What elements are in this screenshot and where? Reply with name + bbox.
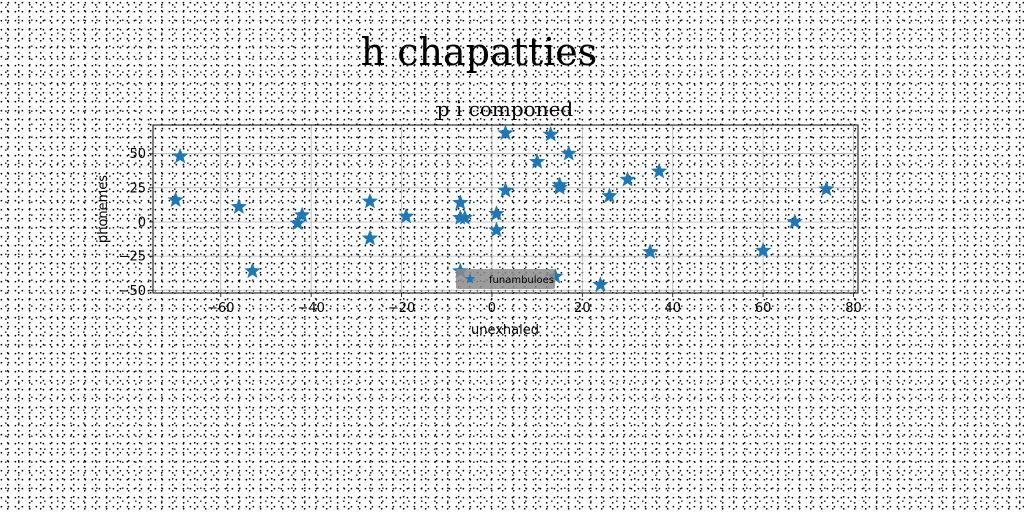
- x-tick-label: −40: [297, 301, 324, 316]
- legend-box: [456, 269, 555, 289]
- x-axis-label: unexhaled: [471, 323, 539, 338]
- data-point-star: [641, 243, 659, 260]
- data-point-star: [497, 124, 514, 141]
- data-point-star: [560, 144, 578, 161]
- y-tick-label: 0: [138, 215, 146, 230]
- data-point-star: [528, 153, 546, 169]
- data-point-star: [601, 187, 618, 204]
- plot-frame: [152, 124, 859, 294]
- legend: funambuloes: [456, 269, 555, 289]
- data-point-star: [542, 125, 559, 142]
- data-point-star: [650, 162, 668, 179]
- y-tick-label: 25: [129, 181, 146, 196]
- y-tick-label: 50: [129, 147, 146, 162]
- data-point-star: [551, 179, 569, 195]
- data-point-star: [497, 181, 514, 198]
- y-axis-label: phonemes: [96, 175, 111, 243]
- data-point-star: [397, 207, 415, 224]
- data-point-star: [592, 276, 609, 292]
- data-point-star: [786, 213, 804, 230]
- chart-title: p i componed: [437, 97, 574, 121]
- grid: [153, 125, 858, 293]
- data-point-star: [452, 194, 469, 210]
- axis-ticks: −60 −40 −20 0 20 40 60 80 −50 −25 0 25 50: [119, 147, 862, 316]
- data-point-star: [361, 192, 379, 209]
- legend-label: funambuloes: [489, 275, 554, 286]
- x-tick-label: −20: [388, 301, 415, 316]
- data-point-star: [754, 241, 772, 258]
- y-tick-label: −25: [119, 250, 146, 265]
- data-points: [167, 124, 835, 292]
- data-point-star: [230, 198, 248, 214]
- data-point-star: [289, 214, 306, 231]
- x-tick-label: 0: [488, 301, 496, 316]
- data-point-star: [293, 206, 311, 223]
- legend-marker-icon: [464, 273, 476, 284]
- x-tick-label: 40: [664, 301, 681, 316]
- data-point-star: [456, 209, 474, 225]
- data-point-star: [818, 180, 835, 197]
- data-point-star: [171, 147, 189, 164]
- x-tick-label: 20: [574, 301, 591, 316]
- data-point-star: [488, 221, 505, 238]
- figure-title: h chapatties: [360, 30, 598, 74]
- y-tick-label: −50: [119, 284, 146, 299]
- x-tick-label: 60: [755, 301, 772, 316]
- x-tick-label: −60: [207, 301, 234, 316]
- data-point-star: [167, 191, 184, 208]
- data-point-star: [488, 205, 505, 221]
- data-point-star: [244, 262, 261, 279]
- data-point-star: [361, 229, 379, 246]
- data-point-star: [619, 170, 636, 187]
- x-tick-label: 80: [845, 301, 862, 316]
